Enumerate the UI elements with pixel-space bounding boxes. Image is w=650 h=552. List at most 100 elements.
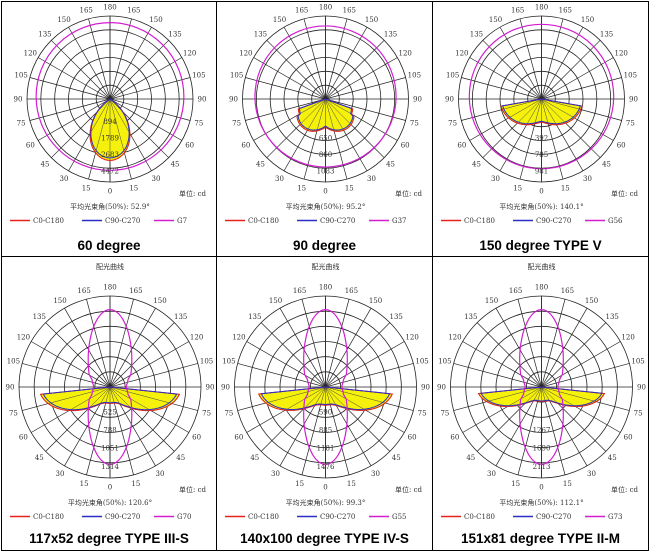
angle-label: 75 bbox=[410, 119, 419, 127]
intensity-label: 1789 bbox=[101, 135, 119, 143]
intensity-label: 1314 bbox=[101, 463, 119, 471]
angle-label: 165 bbox=[293, 287, 306, 295]
grid-spoke bbox=[253, 57, 326, 100]
fill-spoke bbox=[299, 98, 326, 125]
fill-spoke bbox=[109, 386, 115, 404]
panel-caption: 90 degree bbox=[292, 238, 357, 253]
grid-spoke bbox=[541, 40, 601, 100]
panel-caption: 140x100 degree TYPE IV-S bbox=[240, 531, 409, 546]
fill-spoke bbox=[534, 98, 542, 124]
legend-label: C0-C180 bbox=[248, 217, 279, 225]
intensity-label: 981 bbox=[535, 168, 548, 176]
angle-label: 30 bbox=[271, 470, 280, 478]
c0-c180-curve bbox=[477, 386, 606, 408]
panel-caption: 150 degree TYPE V bbox=[479, 238, 602, 253]
c90-c270-curve bbox=[42, 386, 178, 411]
angle-label: 90 bbox=[206, 384, 215, 392]
angle-label: 30 bbox=[56, 470, 65, 478]
angle-label: 150 bbox=[153, 297, 166, 305]
intensity-label: 1083 bbox=[317, 168, 335, 176]
grid-spoke bbox=[325, 308, 372, 388]
grid-spoke bbox=[109, 98, 191, 121]
fill-spoke bbox=[541, 98, 581, 110]
polar-title: 配光曲线 bbox=[96, 262, 124, 271]
beam-angle-label: 平均光束角(50%): 52.9° bbox=[70, 202, 150, 211]
panel-151x81-type-ii-m: 配光曲线 180 165 165 150 150 135 135 120 120 105 105 90 9… bbox=[432, 256, 649, 551]
beam-angle-label: 平均光束角(50%): 140.1° bbox=[499, 202, 583, 211]
c90-c270-curve bbox=[260, 386, 391, 411]
intensity-label: 1051 bbox=[101, 445, 119, 453]
angle-label: 30 bbox=[60, 175, 69, 183]
angle-label: 45 bbox=[466, 454, 475, 462]
angle-label: 15 bbox=[345, 184, 354, 192]
angle-label: 15 bbox=[297, 184, 306, 192]
angle-label: 150 bbox=[585, 297, 598, 305]
intensity-label: 1181 bbox=[317, 445, 335, 453]
fill-spoke bbox=[303, 386, 326, 409]
angle-label: 165 bbox=[345, 287, 358, 295]
unit-label: 单位: cd bbox=[395, 485, 423, 494]
grid-spoke bbox=[541, 341, 621, 388]
c90-c270-curve bbox=[297, 98, 354, 131]
fill-spoke bbox=[316, 98, 326, 132]
grid-spoke bbox=[283, 26, 326, 100]
intensity-label: 650 bbox=[319, 135, 332, 143]
angle-label: 60 bbox=[234, 434, 243, 442]
grid-spoke bbox=[303, 18, 326, 100]
intensity-label: 894 bbox=[103, 118, 117, 126]
panel-60-degree: 180 165 165 150 150 135 135 120 120 105 105 90 90 75 7… bbox=[1, 1, 217, 257]
angle-label: 45 bbox=[386, 161, 395, 169]
grid-spoke bbox=[109, 26, 152, 100]
legend-label: G56 bbox=[608, 217, 623, 225]
grid-spoke bbox=[541, 322, 607, 388]
fill-spoke bbox=[95, 98, 111, 153]
fill-spoke bbox=[524, 386, 542, 404]
grid-spoke bbox=[109, 363, 198, 388]
angle-label: 45 bbox=[256, 161, 265, 169]
grid-spoke bbox=[37, 98, 111, 141]
fill-spoke bbox=[541, 386, 546, 402]
grid-spoke bbox=[541, 57, 614, 100]
fill-spoke bbox=[486, 386, 542, 402]
angle-label: 120 bbox=[448, 334, 461, 342]
angle-label: 15 bbox=[347, 480, 356, 488]
angle-label: 60 bbox=[19, 434, 28, 442]
grid-spoke bbox=[325, 26, 368, 100]
angle-label: 165 bbox=[511, 7, 524, 15]
angle-label: 165 bbox=[129, 287, 142, 295]
angle-label: 165 bbox=[561, 287, 574, 295]
fill-spoke bbox=[541, 98, 557, 125]
fill-spoke bbox=[89, 98, 111, 134]
angle-label: 45 bbox=[608, 454, 617, 462]
intensity-label: 1267 bbox=[533, 427, 551, 435]
grid-spoke bbox=[51, 40, 111, 100]
grid-spoke bbox=[541, 299, 566, 388]
angle-label: 60 bbox=[401, 142, 410, 150]
angle-label: 45 bbox=[176, 454, 185, 462]
angle-label: 135 bbox=[38, 30, 51, 38]
angle-label: 120 bbox=[232, 334, 245, 342]
angle-label: 75 bbox=[9, 409, 18, 417]
legend-label: C90-C270 bbox=[320, 217, 355, 225]
angle-label: 150 bbox=[57, 16, 70, 24]
angle-label: 105 bbox=[192, 72, 205, 80]
grid-spoke bbox=[495, 308, 542, 388]
angle-label: 180 bbox=[535, 284, 548, 292]
grid-spoke bbox=[325, 18, 348, 100]
polar-title: 配光曲线 bbox=[528, 262, 556, 271]
grid-spoke bbox=[517, 386, 542, 475]
fill-spoke bbox=[105, 386, 111, 404]
intensity-label: 1690 bbox=[533, 445, 551, 453]
unit-label: 单位: cd bbox=[395, 189, 423, 198]
legend-label: G7 bbox=[177, 217, 187, 225]
angle-label: 60 bbox=[457, 142, 466, 150]
legend-label: G73 bbox=[608, 513, 623, 521]
fill-spoke bbox=[325, 386, 331, 405]
angle-label: 135 bbox=[33, 313, 46, 321]
angle-label: 105 bbox=[230, 72, 243, 80]
grid-spoke bbox=[109, 322, 175, 388]
angle-label: 120 bbox=[17, 334, 30, 342]
grid-spoke bbox=[109, 77, 191, 100]
panel-caption: 117x52 degree TYPE III-S bbox=[29, 531, 189, 546]
